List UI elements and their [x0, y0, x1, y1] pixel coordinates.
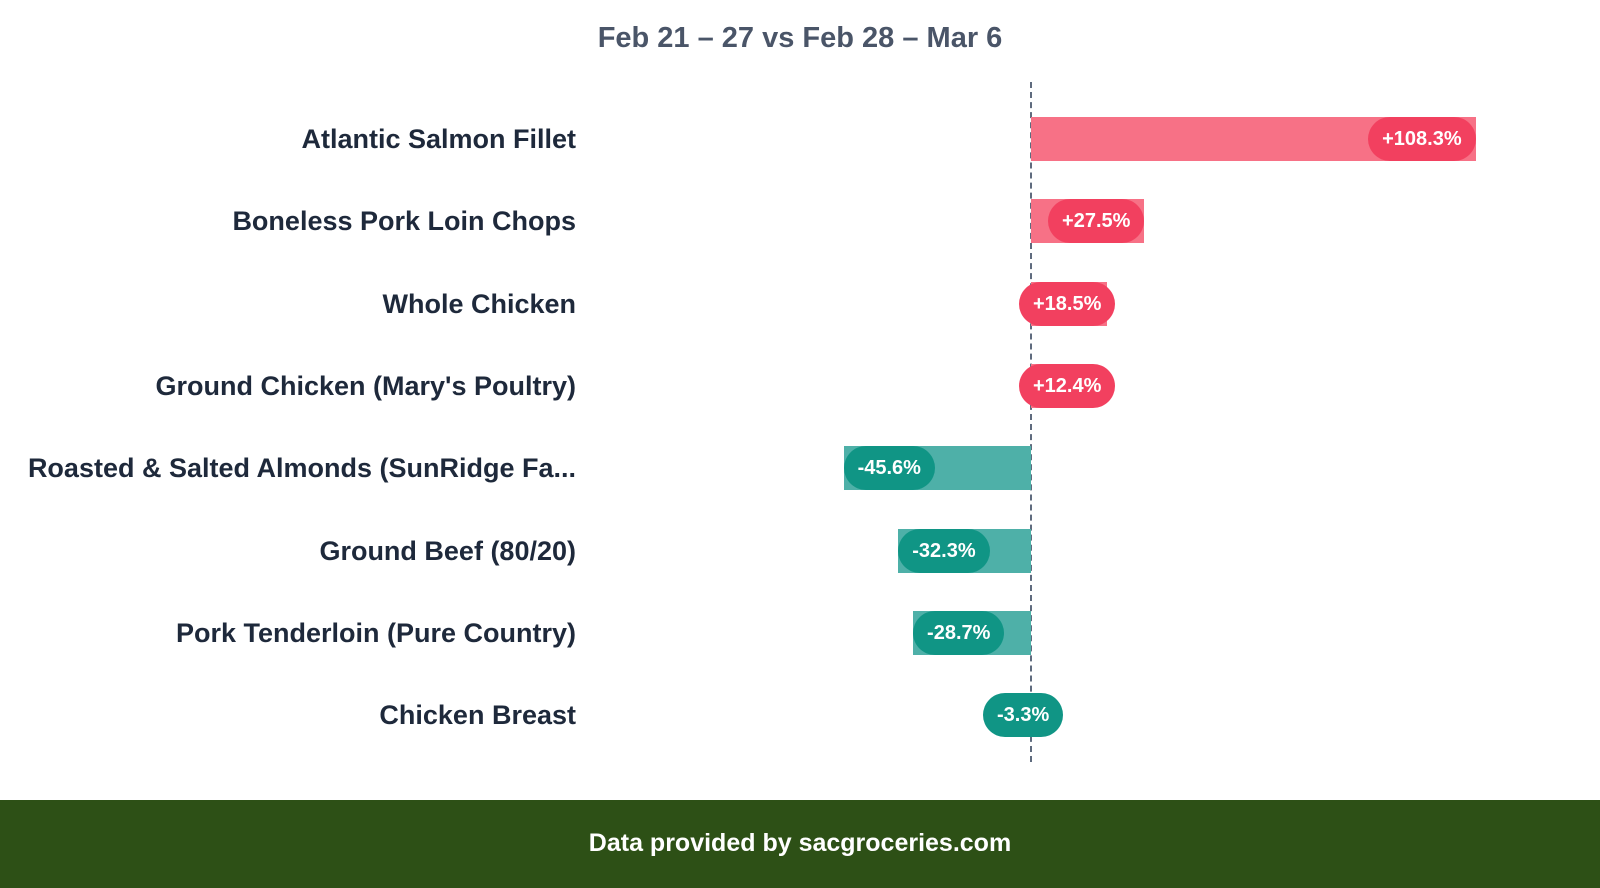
bar-row: Atlantic Salmon Fillet +108.3%	[0, 117, 1600, 161]
footer-credit: Data provided by sacgroceries.com	[0, 800, 1600, 888]
value-pill: -28.7%	[913, 610, 1005, 655]
bar-label: Atlantic Salmon Fillet	[301, 124, 576, 154]
value-pill: -32.3%	[898, 528, 990, 573]
bar-row: Chicken Breast -3.3%	[0, 693, 1600, 738]
bar-row: Pork Tenderloin (Pure Country) -28.7%	[0, 610, 1600, 655]
bar-row: Boneless Pork Loin Chops +27.5%	[0, 199, 1600, 244]
bar-label: Ground Chicken (Mary's Poultry)	[155, 370, 576, 401]
zero-baseline	[1030, 82, 1032, 762]
bar-row: Ground Beef (80/20) -32.3%	[0, 528, 1600, 573]
bar-label: Roasted & Salted Almonds (SunRidge Fa...	[27, 453, 576, 484]
value-pill: -3.3%	[983, 693, 1064, 738]
value-pill: -45.6%	[843, 446, 935, 491]
chart-title: Feb 21 – 27 vs Feb 28 – Mar 6	[597, 22, 1003, 54]
value-pill: +27.5%	[1048, 199, 1145, 244]
bar-label: Boneless Pork Loin Chops	[232, 206, 576, 237]
value-pill: +18.5%	[1019, 281, 1116, 326]
value-pill: +12.4%	[1019, 363, 1116, 408]
bar-label: Whole Chicken	[382, 288, 576, 319]
value-pill: +108.3%	[1368, 117, 1476, 161]
bar-label: Chicken Breast	[379, 700, 576, 731]
bar-row: Whole Chicken +18.5%	[0, 281, 1600, 326]
bar-label: Pork Tenderloin (Pure Country)	[175, 617, 576, 648]
bar-row: Roasted & Salted Almonds (SunRidge Fa...…	[0, 446, 1600, 491]
bar-row: Ground Chicken (Mary's Poultry) +12.4%	[0, 363, 1600, 408]
bar-label: Ground Beef (80/20)	[319, 535, 576, 566]
